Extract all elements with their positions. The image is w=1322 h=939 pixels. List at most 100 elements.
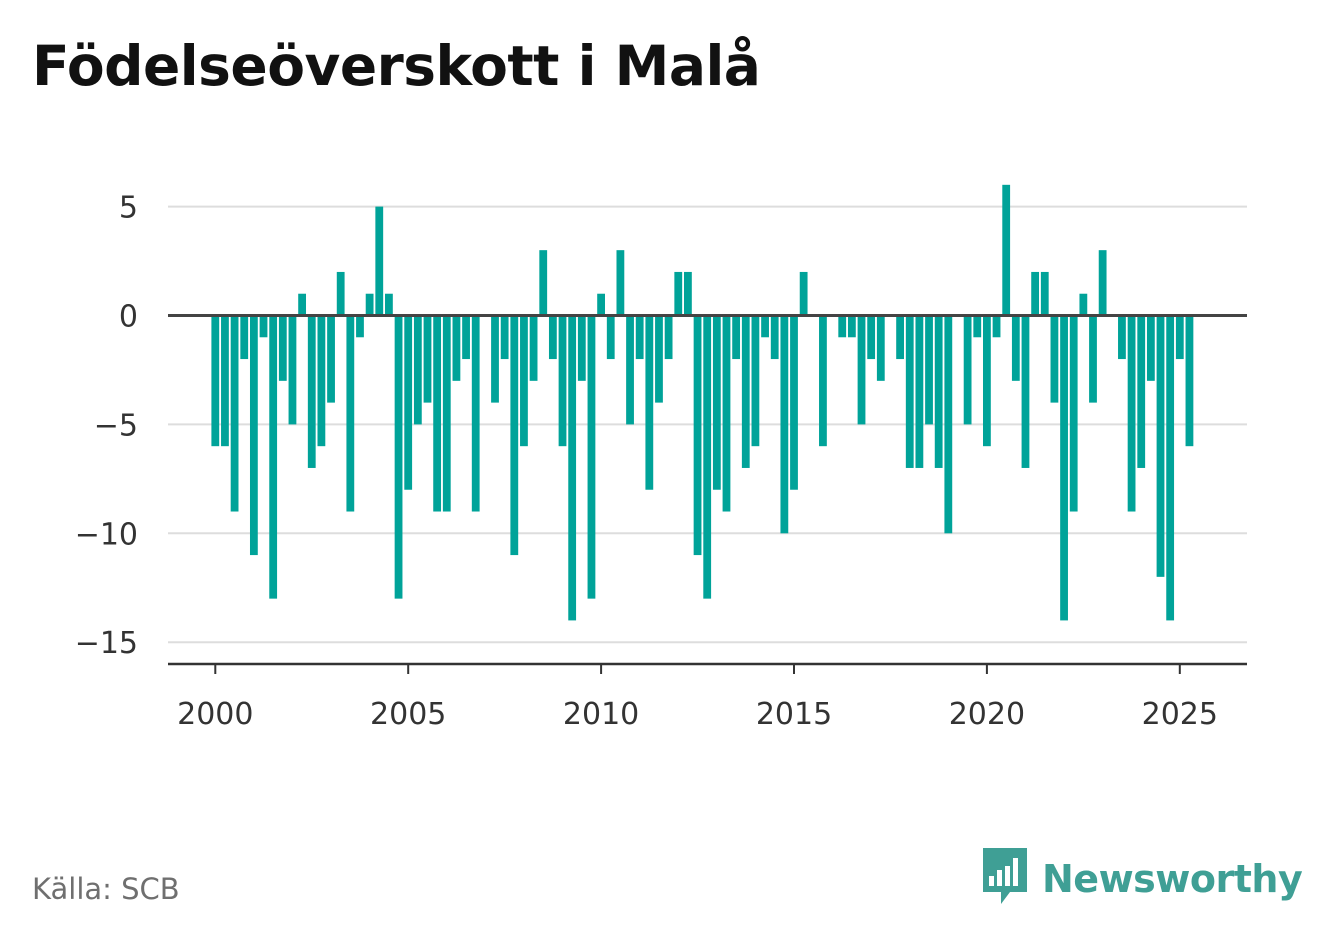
bars: [211, 184, 1194, 621]
x-tick-label: 2020: [949, 697, 1025, 732]
bar: [867, 315, 876, 360]
bar: [394, 315, 403, 599]
bar: [404, 315, 413, 490]
bar: [606, 315, 615, 360]
bar: [944, 315, 953, 534]
bar: [790, 315, 798, 490]
x-tick-label: 2025: [1142, 697, 1218, 732]
bar: [925, 315, 933, 425]
bar: [1050, 315, 1059, 403]
bar: [259, 315, 268, 338]
bar: [1118, 315, 1126, 360]
bar: [587, 315, 596, 599]
bar: [1002, 184, 1011, 316]
bar: [1098, 250, 1107, 316]
bar: [375, 206, 384, 316]
bar: [703, 315, 712, 599]
source-note: Källa: SCB: [32, 872, 180, 906]
bar: [1127, 315, 1136, 512]
bar: [548, 315, 557, 360]
bar: [577, 315, 586, 381]
bar: [712, 315, 721, 490]
bar: [365, 293, 374, 316]
axes: 5 0 −5 −10 −15 2000 2005 2010 2015 2020 2025: [75, 191, 1247, 732]
bar: [1146, 315, 1155, 381]
bar: [539, 250, 548, 316]
bar: [298, 293, 307, 316]
bar: [761, 315, 769, 338]
y-tick-label: −15: [75, 626, 138, 661]
bar: [780, 315, 789, 534]
bar: [1040, 271, 1049, 316]
bar: [1175, 315, 1184, 360]
bar: [857, 315, 866, 425]
x-tick-label: 2000: [177, 697, 253, 732]
bar: [1060, 315, 1068, 621]
bar: [471, 315, 480, 512]
bar: [336, 271, 345, 316]
bar: [211, 315, 220, 447]
y-tick-label: −10: [75, 517, 138, 552]
bar: [876, 315, 885, 381]
bar: [230, 315, 239, 512]
bar: [558, 315, 567, 447]
bar: [684, 271, 692, 316]
bar: [664, 315, 673, 360]
bar: [741, 315, 750, 468]
y-tick-label: 0: [119, 300, 138, 335]
chart-title: Födelseöverskott i Malå: [32, 34, 761, 98]
bar: [751, 315, 760, 447]
bar: [973, 315, 982, 338]
bar: [1166, 315, 1175, 621]
bar: [356, 315, 364, 338]
bar: [635, 315, 644, 360]
bar: [221, 315, 229, 447]
bar: [963, 315, 972, 425]
bar: [674, 271, 683, 316]
bar: [1069, 315, 1078, 512]
bar: [1031, 271, 1040, 316]
bar: [616, 250, 625, 316]
bar: [520, 315, 528, 447]
bar: [732, 315, 741, 360]
bar: [983, 315, 991, 447]
bar: [655, 315, 663, 403]
bar: [645, 315, 654, 490]
bar: [1021, 315, 1030, 468]
bar: [462, 315, 470, 360]
newsworthy-logo-icon: [980, 846, 1030, 912]
newsworthy-logo[interactable]: Newsworthy: [980, 846, 1303, 912]
bar: [433, 315, 442, 512]
bar: [269, 315, 278, 599]
bar: [423, 315, 432, 403]
bar: [1079, 293, 1088, 316]
bar: [413, 315, 422, 425]
bar: [317, 315, 326, 447]
bar: [838, 315, 847, 338]
brand-name: Newsworthy: [1042, 857, 1303, 901]
bar: [896, 315, 904, 360]
bar: [1089, 315, 1097, 403]
bar: [442, 315, 451, 512]
bar: [722, 315, 731, 512]
y-tick-label: −5: [94, 408, 138, 443]
bar: [1011, 315, 1020, 381]
bar: [568, 315, 577, 621]
bar: [510, 315, 519, 556]
x-tick-label: 2015: [756, 697, 832, 732]
bar: [327, 315, 335, 403]
bar: [278, 315, 287, 381]
bar: [1185, 315, 1194, 447]
bar: [626, 315, 634, 425]
bar: [385, 293, 393, 316]
bar: [819, 315, 827, 447]
bar: [905, 315, 914, 468]
bar: [346, 315, 355, 512]
bar: [240, 315, 249, 360]
bar: [799, 271, 808, 316]
bar: [249, 315, 258, 556]
bar: [915, 315, 924, 468]
bar: [934, 315, 943, 468]
bar: [491, 315, 499, 403]
